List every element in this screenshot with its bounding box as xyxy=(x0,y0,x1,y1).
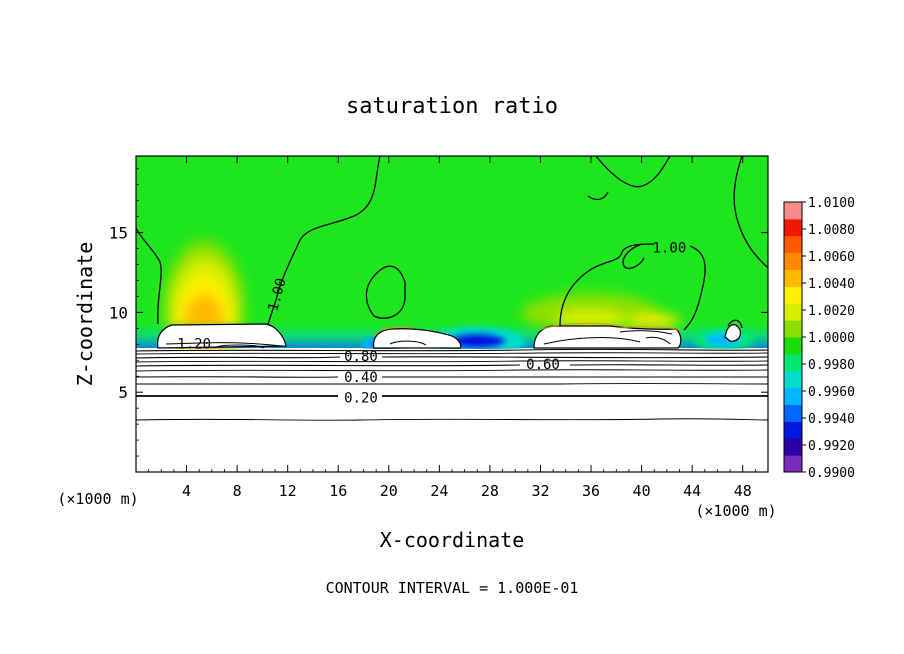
contour-0.80 xyxy=(136,356,768,359)
colorbar-segment-4 xyxy=(784,404,802,422)
cloud-edges xyxy=(373,322,681,337)
colorbar-segment-12 xyxy=(784,269,802,287)
contour-1.20 xyxy=(136,348,768,352)
colorbar-tick-label: 1.0100 xyxy=(808,196,855,211)
contour-0.10 xyxy=(136,418,768,421)
x-axis-label: X-coordinate xyxy=(380,528,525,552)
cloud-mask-2 xyxy=(373,328,462,349)
colorbar-segment-8 xyxy=(784,337,802,355)
x-tick-label-12: 12 xyxy=(279,482,297,500)
colorbar-tick-label: 1.0020 xyxy=(808,304,855,319)
x-tick-label-24: 24 xyxy=(430,482,448,500)
cloud-mask-1 xyxy=(157,323,287,349)
colorbar-segment-13 xyxy=(784,252,802,270)
colorbar-tick-label: 1.0040 xyxy=(808,277,855,292)
chart-title: saturation ratio xyxy=(346,94,558,119)
unsaturated-lower-layer xyxy=(136,349,768,472)
x-tick-label-44: 44 xyxy=(683,482,701,500)
colorbar-segment-3 xyxy=(784,421,802,439)
contour-0.40 xyxy=(136,376,768,378)
y-axis-unit: (×1000 m) xyxy=(57,490,138,508)
y-axis-label: Z-coordinate xyxy=(73,242,97,387)
colorbar-segment-16 xyxy=(784,202,802,220)
colorbar: 1.0100 1.0080 1.0060 1.0040 1.0020 1.0000 0.99… xyxy=(783,196,855,481)
x-axis-unit: (×1000 m) xyxy=(695,502,776,520)
y-tick-label-10: 10 xyxy=(109,303,128,322)
colorbar-tick-label: 1.0060 xyxy=(808,250,855,265)
colorbar-segment-11 xyxy=(784,286,802,304)
y-tick-label-15: 15 xyxy=(109,224,128,243)
x-tick-label-20: 20 xyxy=(380,482,398,500)
y-axis: 5 10 15 xyxy=(109,168,768,457)
x-axis: 4 8 12 16 20 24 28 32 36 40 44 48 xyxy=(148,156,756,500)
dry-region-1-level-2 xyxy=(448,332,507,350)
contour-labels: 1.001.001.200.80 0.600.400.20 xyxy=(177,241,686,407)
colorbar-segment-7 xyxy=(784,353,802,372)
y-tick-label-5: 5 xyxy=(118,383,128,402)
cloud-mask-4 xyxy=(724,324,741,342)
colorbar-segment-15 xyxy=(784,218,802,237)
x-tick-label-32: 32 xyxy=(531,482,549,500)
colorbar-segment-10 xyxy=(784,303,802,321)
colorbar-tick-label: 0.9940 xyxy=(808,412,855,427)
x-tick-label-48: 48 xyxy=(734,482,752,500)
contour-label-4: 0.80 xyxy=(344,349,378,365)
x-tick-label-16: 16 xyxy=(329,482,347,500)
colorbar-tick-label: 0.9980 xyxy=(808,358,855,373)
x-tick-label-28: 28 xyxy=(481,482,499,500)
colorbar-tick-label: 1.0080 xyxy=(808,223,855,238)
contour-0.60 xyxy=(136,364,768,367)
colorbar-segment-14 xyxy=(784,235,802,254)
contour-label-5: 0.60 xyxy=(526,357,560,373)
colorbar-segment-2 xyxy=(784,438,802,456)
x-tick-label-4: 4 xyxy=(182,482,191,500)
cloud-mask-3 xyxy=(533,325,682,349)
plot-area: 1.001.001.200.80 0.600.400.20 xyxy=(136,156,768,472)
x-tick-label-40: 40 xyxy=(633,482,651,500)
colorbar-segment-6 xyxy=(784,370,802,389)
lower-contours xyxy=(136,348,768,421)
contour-interval-note: CONTOUR INTERVAL = 1.000E-01 xyxy=(326,579,579,597)
colorbar-tick-label: 0.9960 xyxy=(808,385,855,400)
colorbar-tick-label: 1.0000 xyxy=(808,331,855,346)
contour-label-7: 0.20 xyxy=(344,391,378,407)
contour-label-6: 0.40 xyxy=(344,370,378,386)
colorbar-tick-label: 0.9900 xyxy=(808,466,855,481)
cloud-inner-contours xyxy=(165,330,673,349)
contour-1.00 xyxy=(136,156,768,331)
x-tick-label-8: 8 xyxy=(233,482,242,500)
x-tick-label-36: 36 xyxy=(582,482,600,500)
contour-label-2: 1.00 xyxy=(653,241,687,257)
colorbar-segment-5 xyxy=(784,387,802,405)
colorbar-tick-label: 0.9920 xyxy=(808,439,855,454)
cloud-masks xyxy=(157,323,741,349)
contour-label-3: 1.20 xyxy=(177,336,211,352)
colorbar-segment-1 xyxy=(784,455,802,473)
colorbar-segment-9 xyxy=(784,320,802,338)
